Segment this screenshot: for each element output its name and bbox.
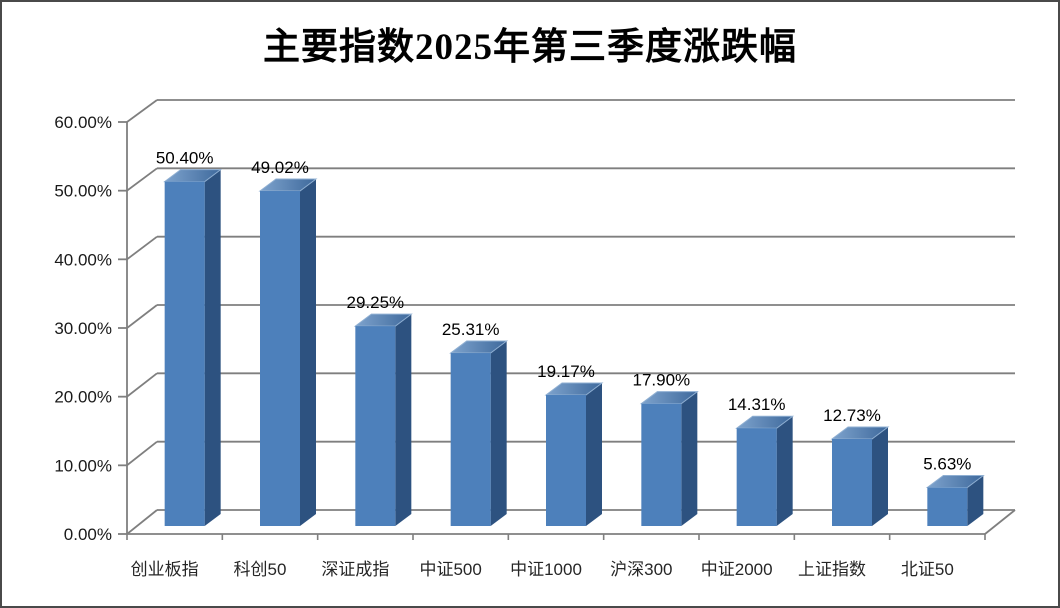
bar [927, 487, 968, 526]
x-category-label: 中证1000 [510, 560, 582, 579]
floor-right-edge [984, 509, 1016, 535]
depth-connector [126, 99, 158, 123]
bar [545, 395, 586, 526]
x-category-label: 北证50 [901, 560, 954, 579]
x-category-label: 创业板指 [131, 560, 199, 579]
bar-data-label: 17.90% [632, 371, 690, 390]
bar [831, 439, 872, 526]
chart-title: 主要指数2025年第三季度涨跌幅 [263, 27, 797, 68]
bar-side-face [967, 475, 984, 526]
bar-data-label: 50.40% [156, 149, 214, 168]
depth-connector [126, 372, 158, 398]
bar-side-face [395, 314, 412, 526]
y-tick-label: 50.00% [54, 182, 112, 201]
bar-data-label: 19.17% [537, 362, 595, 381]
depth-connector [126, 440, 158, 467]
bar-side-face [871, 427, 888, 526]
y-tick-label: 10.00% [54, 456, 112, 475]
x-category-label: 深证成指 [321, 560, 389, 579]
bar-side-face [299, 179, 316, 527]
bar [259, 191, 300, 527]
bar-side-face [490, 341, 507, 526]
y-tick-label: 60.00% [54, 113, 112, 132]
bar [450, 353, 491, 526]
x-category-label: 上证指数 [798, 560, 866, 579]
depth-connector [126, 235, 158, 261]
y-tick-label: 40.00% [54, 250, 112, 269]
bar [164, 181, 205, 526]
y-tick-label: 0.00% [64, 525, 112, 544]
depth-connector [126, 167, 158, 192]
y-tick-label: 20.00% [54, 388, 112, 407]
bar [641, 403, 682, 526]
bar [355, 326, 396, 526]
y-tick-label: 30.00% [54, 319, 112, 338]
bar-data-label: 49.02% [251, 158, 309, 177]
bar [736, 428, 777, 526]
x-category-label: 科创50 [234, 560, 287, 579]
x-category-label: 中证500 [419, 560, 481, 579]
depth-connector [126, 509, 158, 535]
depth-connector [126, 304, 158, 329]
bar-data-label: 12.73% [823, 406, 881, 425]
bar-side-face [585, 383, 602, 526]
bar-side-face [681, 391, 698, 526]
x-category-label: 沪深300 [610, 560, 672, 579]
bar-side-face [776, 416, 793, 526]
bar-data-label: 14.31% [728, 395, 786, 414]
bar-data-label: 25.31% [442, 320, 500, 339]
bar-side-face [204, 169, 221, 526]
bar-data-label: 29.25% [346, 293, 404, 312]
x-category-label: 中证2000 [701, 560, 773, 579]
bar-data-label: 5.63% [923, 455, 971, 474]
